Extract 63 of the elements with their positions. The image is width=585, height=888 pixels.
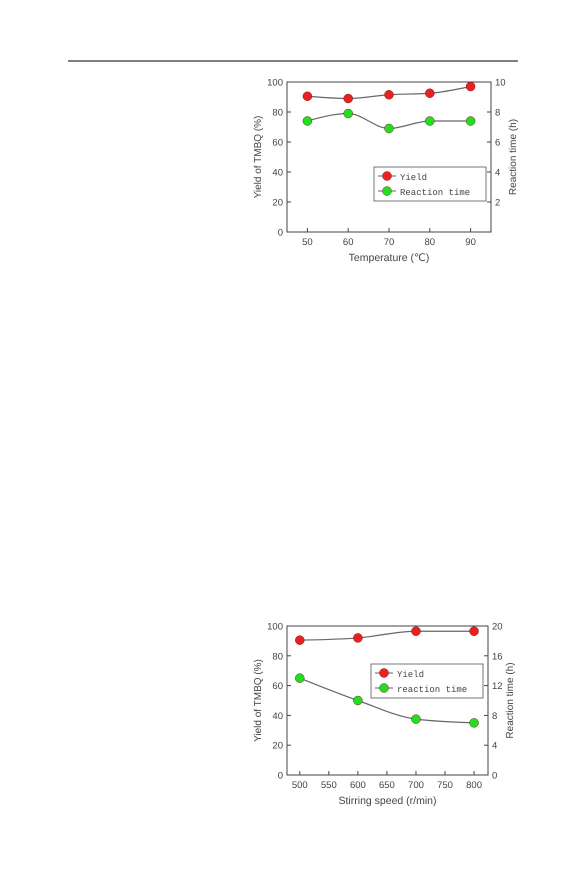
point (425, 88, 434, 98)
y-tick-label: 0 (278, 228, 283, 238)
y-tick-label: 100 (267, 78, 283, 88)
y2-tick-label: 16 (492, 651, 503, 662)
point (384, 124, 394, 134)
y2-tick-label: 10 (495, 78, 506, 88)
point (469, 718, 479, 728)
legend-label: Yield (397, 670, 424, 680)
y-axis-title: Yield of TMBQ (%) (253, 116, 264, 198)
x-tick-label: 50 (302, 237, 313, 248)
x-tick-label: 90 (465, 237, 476, 248)
x-tick-label: 60 (342, 237, 354, 248)
y2-tick-label: 0 (492, 770, 498, 782)
y-tick-label: 0 (278, 770, 283, 782)
point (411, 714, 421, 724)
y-tick-label: 60 (272, 681, 283, 692)
y2-tick-label: 8 (495, 108, 500, 118)
y2-tick-label: 20 (492, 622, 503, 632)
point (353, 633, 363, 643)
x-tick-label: 800 (466, 780, 482, 791)
y-tick-label: 20 (272, 198, 283, 208)
legend-label: Reaction time (400, 188, 470, 198)
x-tick-label: 750 (437, 780, 453, 791)
x-tick-label: 700 (408, 780, 424, 791)
point (353, 696, 363, 706)
legend-label: Yield (400, 173, 428, 183)
y2-tick-label: 12 (492, 681, 503, 692)
x-tick-label: 650 (378, 780, 395, 791)
y-tick-label: 80 (272, 651, 283, 662)
y-tick-label: 40 (272, 168, 283, 178)
point (295, 635, 304, 645)
point (466, 116, 476, 126)
point (384, 90, 394, 100)
x-axis-title: Stirring speed (r/min) (338, 795, 437, 807)
point (425, 116, 434, 126)
x-tick-label: 80 (424, 237, 436, 248)
x-tick-label: 550 (320, 780, 337, 791)
point (295, 673, 304, 683)
y2-tick-label: 2 (495, 198, 500, 208)
x-tick-label: 70 (384, 237, 394, 248)
y2-tick-label: 6 (495, 138, 500, 148)
y-tick-label: 40 (272, 710, 283, 722)
y2-axis-title: Reaction time (h) (505, 662, 516, 739)
point (466, 82, 476, 92)
point (302, 116, 312, 126)
y-tick-label: 60 (272, 138, 283, 148)
legend-label: reaction time (397, 685, 468, 695)
x-tick-label: 500 (292, 780, 308, 791)
point (469, 626, 479, 636)
y-tick-label: 80 (272, 108, 283, 118)
y2-tick-label: 4 (492, 740, 498, 752)
point (302, 92, 312, 101)
point (344, 108, 353, 118)
y2-tick-label: 8 (492, 710, 498, 722)
x-tick-label: 600 (350, 780, 366, 791)
y-tick-label: 20 (272, 740, 283, 752)
y2-tick-label: 4 (495, 168, 500, 178)
x-axis-title: Temperature (℃) (348, 252, 430, 264)
y-tick-label: 100 (267, 622, 283, 632)
point (344, 94, 353, 104)
y-axis-title: Yield of TMBQ (%) (253, 659, 264, 742)
y2-axis-title: Reaction time (h) (508, 118, 519, 196)
point (411, 626, 421, 636)
